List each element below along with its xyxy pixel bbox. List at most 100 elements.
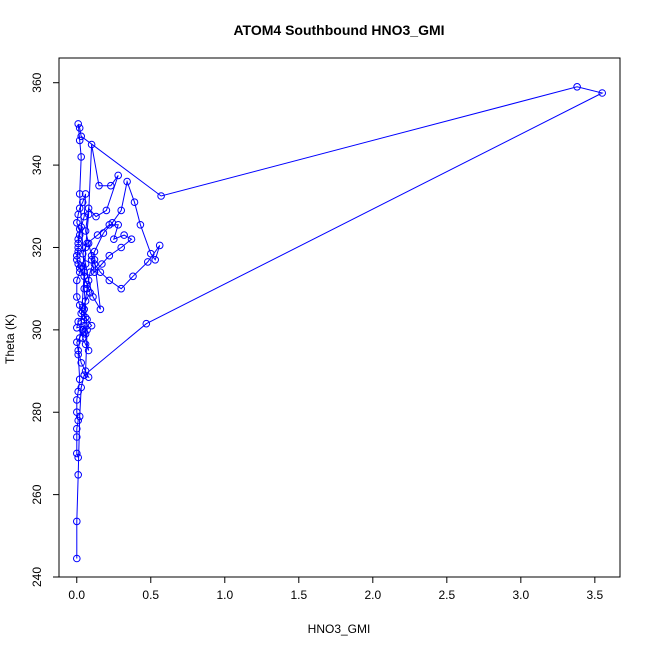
data-point (73, 276, 81, 285)
data-point (73, 517, 81, 526)
data-point (81, 367, 90, 375)
y-tick-label: 260 (30, 484, 44, 504)
data-point (151, 256, 159, 264)
data-point (75, 190, 84, 198)
data-point (81, 243, 90, 252)
data-point (75, 264, 84, 272)
data-point (75, 136, 84, 145)
data-point (96, 305, 105, 314)
data-point (117, 243, 125, 252)
data-point (107, 181, 115, 190)
data-point (147, 249, 155, 258)
data-point (114, 171, 122, 180)
data-point (73, 424, 81, 433)
data-point (598, 89, 607, 97)
y-axis-label: Theta (K) (3, 314, 17, 364)
data-point (74, 387, 82, 396)
data-point (73, 293, 81, 301)
data-point (74, 243, 82, 252)
data-point (90, 260, 99, 268)
data-point (80, 305, 88, 314)
data-point (87, 140, 96, 149)
data-point (81, 330, 90, 338)
data-point (74, 453, 82, 462)
data-point (105, 251, 114, 260)
data-point (74, 317, 82, 326)
data-point (73, 433, 81, 441)
data-point (73, 396, 81, 404)
data-point (83, 326, 91, 334)
data-point (157, 192, 165, 200)
data-point (80, 212, 88, 221)
data-point (77, 359, 85, 367)
x-axis: 0.0 0.5 1.0 1.5 2.0 2.5 3.0 3.5 HNO3_GMI (68, 576, 604, 636)
data-point (75, 231, 84, 239)
data-point (130, 198, 139, 206)
data-point (110, 235, 118, 243)
data-point (81, 340, 90, 349)
data-point (84, 346, 93, 355)
x-tick-label: 0.5 (142, 588, 159, 602)
data-point (73, 219, 81, 227)
data-point (78, 307, 87, 316)
data-point (120, 231, 128, 239)
data-point (90, 268, 99, 277)
data-point (74, 350, 82, 359)
data-point (80, 371, 88, 380)
data-point (80, 272, 88, 281)
data-point (144, 258, 152, 266)
data-point (117, 284, 125, 293)
data-point (74, 346, 82, 355)
series-group (73, 83, 607, 563)
data-point (80, 284, 88, 293)
data-point (84, 276, 93, 285)
data-point (74, 260, 82, 268)
data-point (83, 284, 91, 293)
x-tick-label: 1.0 (216, 588, 233, 602)
y-tick-label: 240 (30, 567, 44, 587)
y-tick-label: 360 (30, 72, 44, 92)
data-point (96, 268, 105, 277)
data-point (75, 124, 84, 132)
y-tick-label: 320 (30, 237, 44, 257)
data-point (142, 319, 151, 328)
data-point (74, 471, 82, 479)
data-point (87, 251, 96, 260)
x-axis-label: HNO3_GMI (308, 622, 371, 636)
data-point (123, 177, 131, 186)
data-point (136, 221, 145, 229)
x-ticks: 0.0 0.5 1.0 1.5 2.0 2.5 3.0 3.5 (68, 577, 604, 602)
x-tick-label: 1.5 (290, 588, 307, 602)
y-tick-label: 300 (30, 320, 44, 340)
data-point (75, 375, 84, 384)
data-point (75, 334, 84, 342)
data-point (95, 181, 103, 190)
y-ticks: 240 260 280 300 320 340 360 (30, 72, 59, 587)
x-tick-label: 3.0 (512, 588, 529, 602)
data-point (129, 272, 137, 281)
data-point (74, 416, 82, 425)
data-point (74, 247, 82, 256)
data-point (73, 554, 81, 563)
data-point (77, 153, 85, 161)
data-point (74, 239, 82, 248)
x-tick-label: 0.0 (68, 588, 85, 602)
data-point (73, 449, 81, 458)
data-point (74, 235, 82, 243)
data-point (92, 212, 100, 221)
data-point (73, 408, 81, 417)
data-point (75, 204, 84, 213)
data-point (80, 268, 88, 277)
data-point (78, 198, 87, 206)
data-point (77, 132, 85, 141)
x-tick-label: 2.0 (364, 588, 381, 602)
data-point (87, 321, 96, 330)
chart-title: ATOM4 Southbound HNO3_GMI (233, 22, 444, 38)
data-point (155, 241, 164, 250)
data-point (84, 373, 93, 382)
plot-frame (58, 57, 621, 578)
data-point (78, 249, 87, 258)
data-point (105, 276, 114, 285)
data-point (86, 268, 94, 277)
